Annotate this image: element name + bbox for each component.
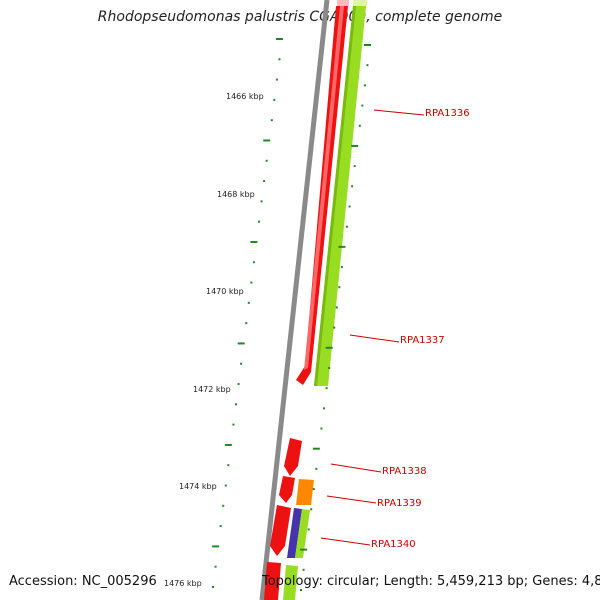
label-leader xyxy=(320,537,371,546)
kbp-tick-track xyxy=(212,38,283,588)
gene-rpa1340[interactable] xyxy=(287,508,302,558)
gene-rpa1337-highlight xyxy=(304,6,344,370)
label-leader xyxy=(326,495,377,504)
gene-rpa1339-forward[interactable] xyxy=(279,476,295,503)
gene-rpa1340-forward[interactable] xyxy=(270,505,291,556)
kbp-label: 1476 kbp xyxy=(164,579,202,588)
gene-label-rpa1339[interactable]: RPA1339 xyxy=(377,498,422,509)
gene-label-rpa1336[interactable]: RPA1336 xyxy=(425,108,470,119)
gene-rpa1340-reverse[interactable] xyxy=(295,509,310,558)
map-title: Rhodopseudomonas palustris CGA009, compl… xyxy=(97,9,503,25)
gene-rpa1336[interactable] xyxy=(314,6,366,386)
kbp-label: 1466 kbp xyxy=(226,92,264,101)
label-leader xyxy=(373,109,425,116)
genome-summary-text: Topology: circular; Length: 5,459,213 bp… xyxy=(262,574,600,589)
map-footer: Accession: NC_005296 Topology: circular;… xyxy=(0,574,600,594)
kbp-label: 1472 kbp xyxy=(193,385,231,394)
strand-tick-track xyxy=(300,44,371,591)
gene-label-rpa1338[interactable]: RPA1338 xyxy=(382,466,427,477)
kbp-label: 1470 kbp xyxy=(206,287,244,296)
accession-text: Accession: NC_005296 xyxy=(9,574,157,589)
genome-backbone xyxy=(259,0,330,600)
gene-bottom-forward xyxy=(264,562,281,600)
label-leader xyxy=(330,463,382,473)
gene-rpa1336-shadow xyxy=(314,6,356,386)
gene-label-rpa1340[interactable]: RPA1340 xyxy=(371,539,416,550)
gene-bottom-reverse xyxy=(283,565,298,600)
label-leader xyxy=(349,334,400,343)
kbp-label: 1474 kbp xyxy=(179,482,217,491)
gene-label-rpa1337[interactable]: RPA1337 xyxy=(400,335,445,346)
gene-rpa1339[interactable] xyxy=(296,479,314,505)
top-gene-stub xyxy=(337,0,349,6)
top-gene-stub xyxy=(353,0,367,6)
gene-rpa1338[interactable] xyxy=(284,438,302,476)
kbp-label: 1468 kbp xyxy=(217,190,255,199)
